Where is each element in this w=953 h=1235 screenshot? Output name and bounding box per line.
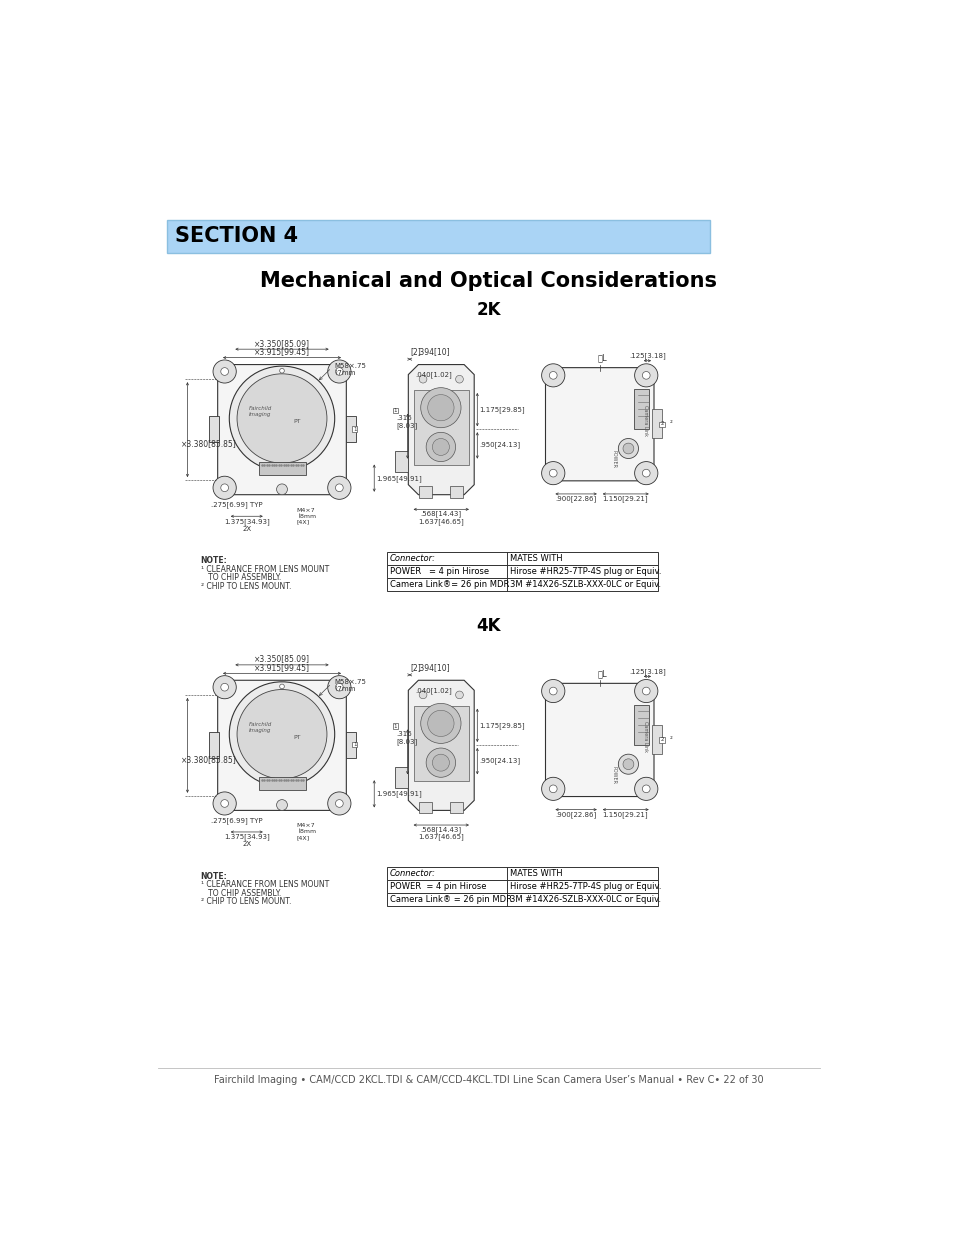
- Circle shape: [220, 484, 229, 492]
- Circle shape: [549, 469, 557, 477]
- Text: ⎿L: ⎿L: [598, 669, 607, 678]
- Circle shape: [541, 679, 564, 703]
- Circle shape: [432, 438, 449, 456]
- Circle shape: [229, 366, 335, 471]
- FancyBboxPatch shape: [352, 426, 356, 431]
- Circle shape: [641, 469, 649, 477]
- Text: .275[6.99] TYP: .275[6.99] TYP: [211, 818, 262, 824]
- Bar: [345, 732, 355, 758]
- Circle shape: [418, 692, 427, 699]
- Text: 1.375[34.93]
2X: 1.375[34.93] 2X: [224, 517, 270, 531]
- Text: .950[24.13]: .950[24.13]: [479, 757, 520, 763]
- Text: ⎿L: ⎿L: [598, 353, 607, 362]
- Bar: [209, 416, 219, 442]
- Text: 1.637[46.65]: 1.637[46.65]: [417, 517, 463, 525]
- Text: 1: 1: [393, 409, 396, 414]
- Circle shape: [213, 477, 236, 499]
- Bar: [386, 893, 658, 906]
- Circle shape: [328, 477, 351, 499]
- Text: MATES WITH: MATES WITH: [509, 868, 562, 878]
- Circle shape: [335, 368, 343, 375]
- Text: 1.965[49.91]: 1.965[49.91]: [375, 790, 421, 798]
- Polygon shape: [408, 364, 474, 495]
- Text: M4×7
⌇8mm
[4X]: M4×7 ⌇8mm [4X]: [296, 508, 315, 525]
- Text: Hirose #HR25-7TP-4S plug or Equiv.: Hirose #HR25-7TP-4S plug or Equiv.: [509, 567, 660, 576]
- Text: 3M #14X26-SZLB-XXX-0LC or Equiv.: 3M #14X26-SZLB-XXX-0LC or Equiv.: [509, 580, 660, 589]
- Circle shape: [220, 368, 229, 375]
- Text: ×3.915[99.45]: ×3.915[99.45]: [253, 347, 310, 356]
- Bar: [633, 705, 649, 745]
- Text: PT: PT: [294, 735, 301, 740]
- Text: 1: 1: [393, 724, 396, 729]
- Polygon shape: [217, 680, 346, 810]
- Text: 1.965[49.91]: 1.965[49.91]: [375, 474, 421, 482]
- Bar: [395, 767, 408, 788]
- Text: 1: 1: [353, 742, 356, 747]
- Text: .568[14.43]: .568[14.43]: [420, 826, 461, 832]
- Text: 1.150[29.21]: 1.150[29.21]: [602, 495, 647, 503]
- Circle shape: [634, 462, 658, 484]
- Text: TO CHIP ASSEMBLY.: TO CHIP ASSEMBLY.: [200, 889, 280, 898]
- Circle shape: [426, 748, 456, 777]
- Circle shape: [622, 758, 633, 769]
- Text: M58×.75
⌇7mm: M58×.75 ⌇7mm: [335, 363, 366, 375]
- Text: POWER: POWER: [611, 451, 616, 468]
- Text: .394[10]: .394[10]: [417, 347, 450, 356]
- Text: 2: 2: [660, 421, 663, 426]
- Text: Camera Link: Camera Link: [642, 405, 647, 436]
- Polygon shape: [414, 705, 468, 782]
- Text: 4K: 4K: [476, 616, 500, 635]
- Text: [2]: [2]: [410, 663, 420, 672]
- Text: Hirose #HR25-7TP-4S plug or Equiv.: Hirose #HR25-7TP-4S plug or Equiv.: [509, 882, 660, 890]
- Bar: [651, 409, 661, 438]
- Text: ×3.380[85.85]: ×3.380[85.85]: [181, 440, 236, 448]
- Bar: [258, 462, 306, 474]
- Circle shape: [427, 710, 454, 736]
- FancyBboxPatch shape: [659, 421, 664, 427]
- Bar: [450, 487, 463, 498]
- Text: 1.175[29.85]: 1.175[29.85]: [479, 722, 525, 729]
- Polygon shape: [217, 364, 346, 495]
- Circle shape: [634, 364, 658, 387]
- FancyBboxPatch shape: [659, 737, 664, 742]
- Text: 1.150[29.21]: 1.150[29.21]: [602, 811, 647, 818]
- Bar: [167, 220, 709, 253]
- Circle shape: [541, 364, 564, 387]
- Circle shape: [549, 687, 557, 695]
- Bar: [386, 867, 658, 879]
- Circle shape: [622, 443, 633, 454]
- FancyBboxPatch shape: [393, 408, 397, 412]
- Circle shape: [276, 799, 287, 810]
- Text: Camera Link®= 26 pin MDR: Camera Link®= 26 pin MDR: [390, 580, 509, 589]
- Text: 1.375[34.93]
2X: 1.375[34.93] 2X: [224, 834, 270, 847]
- Circle shape: [634, 679, 658, 703]
- Circle shape: [236, 689, 327, 779]
- Circle shape: [641, 785, 649, 793]
- Circle shape: [641, 372, 649, 379]
- Text: [2]: [2]: [410, 347, 420, 356]
- Text: POWER   = 4 pin Hirose: POWER = 4 pin Hirose: [390, 567, 488, 576]
- Text: .394[10]: .394[10]: [417, 663, 450, 672]
- FancyBboxPatch shape: [393, 724, 397, 729]
- Circle shape: [236, 374, 327, 463]
- Text: ² CHIP TO LENS MOUNT.: ² CHIP TO LENS MOUNT.: [200, 582, 291, 590]
- Circle shape: [618, 755, 638, 774]
- Text: MATES WITH: MATES WITH: [509, 553, 562, 563]
- Text: TO CHIP ASSEMBLY.: TO CHIP ASSEMBLY.: [200, 573, 280, 582]
- Bar: [209, 732, 219, 758]
- Text: Fairchild
Imaging: Fairchild Imaging: [249, 721, 272, 732]
- Circle shape: [213, 792, 236, 815]
- Polygon shape: [408, 680, 474, 810]
- Text: Connector:: Connector:: [390, 553, 436, 563]
- Circle shape: [335, 683, 343, 692]
- Circle shape: [641, 687, 649, 695]
- Text: 1.175[29.85]: 1.175[29.85]: [479, 406, 525, 412]
- Bar: [651, 725, 661, 755]
- Circle shape: [549, 785, 557, 793]
- Circle shape: [456, 692, 463, 699]
- Text: ×3.380[85.85]: ×3.380[85.85]: [181, 755, 236, 764]
- Text: .040[1.02]: .040[1.02]: [416, 372, 452, 378]
- Circle shape: [229, 682, 335, 787]
- Text: NOTE:: NOTE:: [200, 872, 227, 881]
- Text: Fairchild
Imaging: Fairchild Imaging: [249, 406, 272, 417]
